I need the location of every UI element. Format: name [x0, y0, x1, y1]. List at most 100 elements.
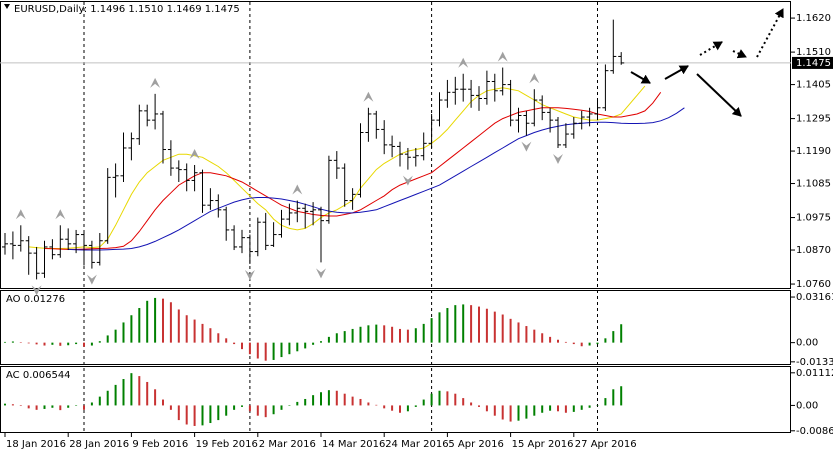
histogram-bar [296, 342, 299, 352]
histogram-bar [201, 405, 204, 426]
histogram-bar [154, 389, 157, 406]
fractal-down [521, 141, 532, 152]
arrow [664, 65, 689, 80]
ohlc-bar [436, 92, 443, 127]
histogram-bar [225, 338, 228, 343]
indicator-title: AO 0.01276 [6, 294, 65, 305]
arrow [756, 8, 784, 58]
histogram-bar [43, 405, 46, 409]
y-tick-label: 1.0870 [796, 245, 831, 256]
y-tick-label: 1.1190 [796, 146, 831, 157]
x-tick-label: 24 Mar 2016 [385, 439, 448, 450]
histogram-bar [209, 328, 212, 343]
histogram-bar [177, 309, 180, 343]
histogram-bar [185, 405, 188, 425]
ohlc-bar [246, 234, 253, 264]
ohlc-bar [523, 110, 530, 136]
ohlc-bar [531, 89, 538, 127]
histogram-bar [288, 405, 291, 406]
histogram-bar [122, 379, 125, 406]
y-tick-label: 1.1085 [796, 179, 831, 190]
histogram-bar [541, 405, 544, 413]
histogram-bar [612, 331, 615, 343]
histogram-bar [478, 306, 480, 343]
ohlc-bar [239, 229, 245, 254]
histogram-bar [130, 373, 133, 406]
ohlc-bar [33, 246, 40, 280]
histogram-bar [193, 405, 196, 426]
y-tick-label: 1.1510 [796, 47, 831, 58]
histogram-bar [533, 329, 536, 343]
histogram-bar [580, 342, 583, 347]
histogram-bar [114, 384, 117, 406]
histogram-bar [248, 405, 251, 412]
histogram-bar [399, 328, 401, 343]
histogram-bar [59, 342, 62, 346]
histogram-bar [501, 314, 504, 343]
histogram-bar [209, 405, 212, 424]
histogram-bar [620, 324, 623, 343]
histogram-bar [122, 322, 125, 343]
y-tick-label: -0.00865 [796, 426, 833, 437]
histogram-bar [438, 312, 441, 343]
histogram-bar [557, 405, 559, 412]
histogram-bar [162, 298, 164, 343]
histogram-bar [533, 405, 536, 416]
histogram-bar [383, 405, 386, 409]
histogram-bar [256, 405, 259, 416]
histogram-bar [288, 342, 291, 355]
ohlc-bar [96, 233, 103, 266]
ohlc-bar [325, 155, 332, 224]
histogram-bar [399, 405, 401, 413]
ohlc-bar [555, 117, 561, 148]
histogram-bar [90, 402, 93, 406]
histogram-bar [493, 405, 496, 416]
histogram-bar [564, 405, 567, 413]
histogram-bar [138, 376, 141, 406]
histogram-bar [596, 405, 599, 406]
fractal-down [86, 274, 97, 285]
arrow [699, 41, 723, 56]
histogram-bar [19, 405, 22, 407]
histogram-bar [343, 331, 346, 343]
ohlc-bar [128, 132, 135, 161]
histogram-bar [51, 405, 54, 408]
histogram-bar [517, 322, 520, 343]
histogram-bar [233, 405, 236, 410]
y-tick-label: 0.00 [796, 400, 818, 411]
histogram-bar [462, 304, 465, 343]
histogram-bar [59, 405, 62, 411]
histogram-bar [11, 341, 14, 343]
histogram-bar [485, 405, 488, 412]
histogram-bar [67, 342, 70, 346]
ohlc-bar [183, 163, 190, 192]
chart-menu-icon[interactable] [4, 4, 10, 9]
y-tick-label: 1.1620 [796, 13, 831, 24]
histogram-bar [620, 386, 623, 406]
x-tick-label: 18 Jan 2016 [6, 439, 66, 450]
ohlc-bar [468, 79, 475, 108]
histogram-bar [83, 342, 85, 347]
histogram-bar [169, 302, 172, 343]
main-panel [0, 1, 791, 289]
ohlc-bar [49, 239, 56, 260]
ohlc-bar [373, 110, 380, 139]
histogram-bar [43, 342, 46, 346]
fractal-down [553, 153, 563, 164]
y-tick-label: 0.03161 [796, 292, 833, 303]
ohlc-bar [404, 147, 411, 170]
ohlc-bar [136, 104, 143, 145]
ohlc-bar [9, 231, 16, 260]
fractal-up [497, 51, 508, 62]
x-tick-label: 2 Mar 2016 [259, 439, 316, 450]
histogram-bar [27, 405, 30, 409]
y-tick-label: 1.0760 [796, 279, 831, 290]
histogram-bar [493, 311, 496, 343]
ohlc-bar [223, 206, 230, 241]
histogram-bar [106, 390, 109, 406]
fractal-up [292, 184, 303, 195]
histogram-bar [146, 381, 149, 406]
histogram-bar [177, 405, 180, 421]
ohlc-bar [262, 212, 269, 251]
histogram-bar [454, 393, 457, 406]
